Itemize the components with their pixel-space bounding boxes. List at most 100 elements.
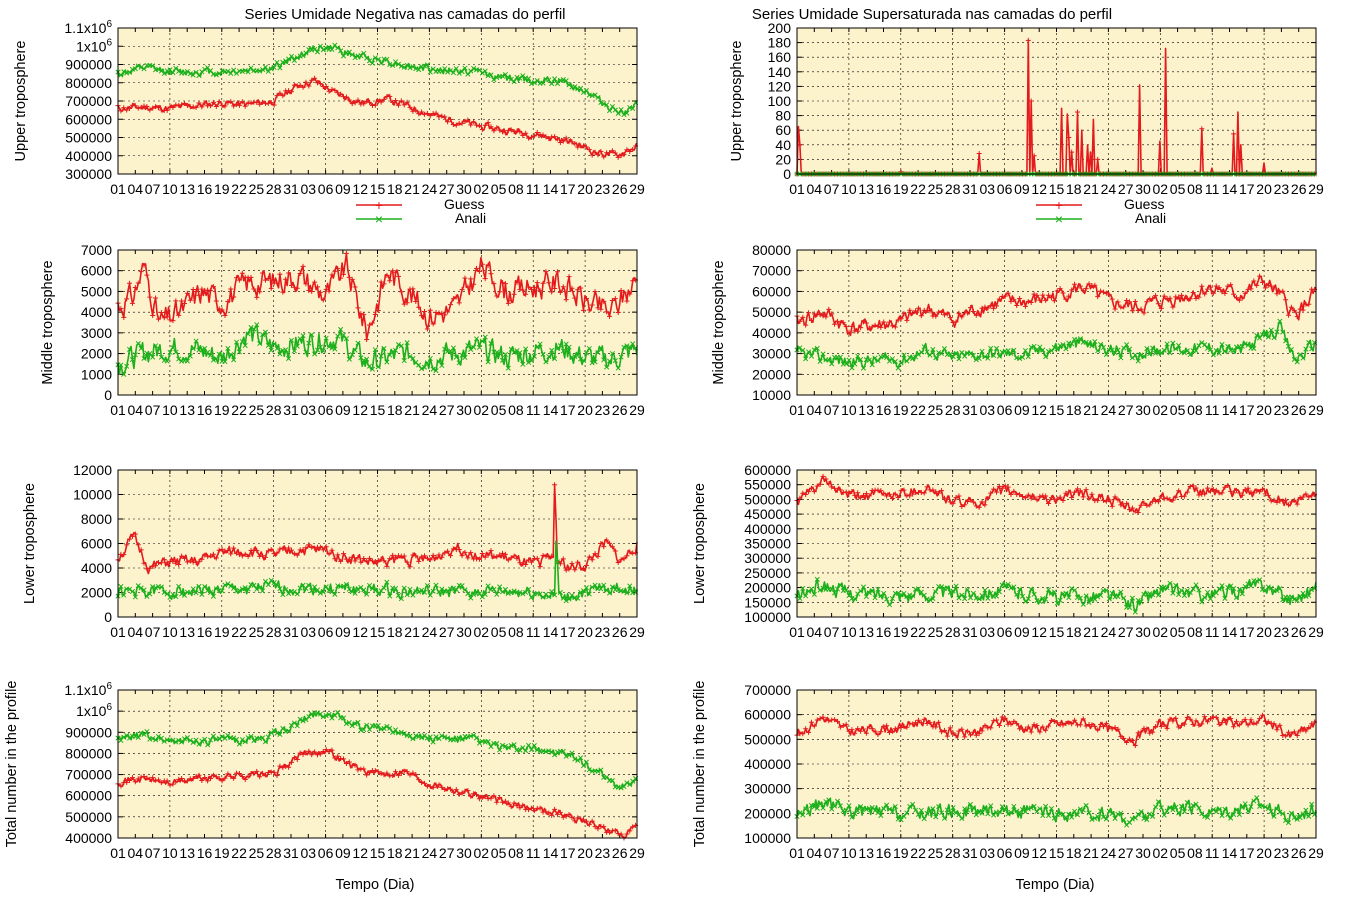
x-tick-label: 23: [595, 402, 611, 418]
data-point: [138, 64, 144, 70]
data-point: [970, 308, 976, 314]
data-point: [138, 730, 144, 736]
data-point: [320, 748, 326, 754]
data-point: [384, 563, 390, 569]
data-point: [1257, 716, 1263, 722]
x-tick-label: 11: [1205, 181, 1220, 197]
data-point: [1129, 505, 1135, 511]
x-tick-label: 03: [980, 845, 996, 861]
data-point: [947, 499, 953, 505]
data-point: [1063, 490, 1069, 496]
data-point: [1118, 355, 1124, 361]
data-point: [1242, 716, 1248, 722]
data-point: [912, 807, 919, 813]
data-point: [1190, 289, 1196, 295]
data-point: [419, 587, 425, 593]
data-point: [294, 83, 300, 89]
data-point: [1080, 494, 1086, 500]
x-tick-label: 12: [1031, 402, 1047, 418]
data-point: [271, 551, 277, 557]
data-point: [615, 560, 621, 566]
data-point: [1283, 733, 1289, 739]
x-tick-label: 29: [629, 402, 645, 418]
data-point: [982, 304, 988, 310]
data-point: [546, 77, 552, 83]
data-point: [1031, 291, 1037, 297]
data-point: [502, 586, 508, 592]
y-tick-label: 900000: [65, 724, 112, 740]
data-point: [855, 328, 861, 334]
data-point: [918, 720, 924, 726]
data-point: [572, 84, 578, 90]
y-tick-label: 6000: [81, 536, 112, 552]
data-point: [124, 779, 130, 785]
data-point: [439, 362, 445, 369]
data-point: [488, 548, 494, 554]
data-point: [858, 588, 864, 594]
data-point: [476, 796, 482, 802]
data-point: [852, 361, 858, 367]
data-point: [367, 322, 373, 328]
data-point: [1144, 502, 1150, 508]
data-point: [187, 297, 193, 303]
data-point: [869, 726, 875, 732]
data-point: [1164, 495, 1170, 501]
data-point: [326, 551, 332, 557]
data-point: [176, 356, 182, 362]
plot-frame: [117, 689, 638, 839]
data-point: [832, 717, 838, 723]
data-point: [578, 85, 584, 91]
data-point: [996, 589, 1002, 595]
data-point: [849, 488, 855, 494]
data-point: [1161, 293, 1167, 299]
data-point: [355, 340, 361, 346]
data-point: [855, 726, 861, 732]
data-point: [1098, 288, 1104, 294]
data-point: [372, 558, 378, 564]
data-point: [121, 734, 127, 740]
data-point: [630, 341, 636, 347]
data-point: [338, 275, 344, 281]
data-point: [852, 492, 858, 498]
data-point: [124, 296, 130, 302]
data-point: [190, 286, 196, 292]
data-point: [508, 804, 514, 810]
data-point: [340, 715, 347, 721]
data-point: [898, 488, 904, 494]
data-point: [398, 98, 404, 104]
data-point: [1153, 498, 1159, 504]
data-point: [1109, 726, 1115, 732]
data-point: [277, 763, 283, 769]
data-point: [832, 321, 838, 327]
data-point: [320, 589, 326, 595]
data-point: [141, 355, 147, 361]
data-point: [612, 150, 618, 156]
data-point: [1219, 812, 1225, 819]
data-point: [953, 810, 959, 816]
data-point: [361, 727, 367, 733]
data-point: [222, 775, 228, 781]
data-point: [309, 332, 315, 338]
x-tick-label: 15: [370, 402, 386, 418]
data-point: [338, 91, 344, 97]
data-point: [338, 558, 344, 564]
data-point: [1187, 484, 1193, 490]
data-point: [280, 765, 286, 771]
data-point: [384, 56, 390, 62]
data-point: [1225, 283, 1231, 289]
data-point: [274, 582, 280, 588]
data-point: [404, 559, 410, 565]
data-point: [595, 826, 601, 832]
data-point: [1190, 586, 1196, 592]
data-point: [528, 81, 535, 87]
data-point: [1260, 279, 1266, 285]
x-tick-label: 30: [456, 181, 472, 197]
data-point: [956, 310, 962, 316]
data-point: [1103, 351, 1109, 358]
data-point: [965, 807, 971, 813]
x-tick-label: 18: [387, 845, 403, 861]
data-point: [832, 803, 838, 809]
data-point: [419, 366, 425, 372]
data-point: [505, 365, 511, 371]
y-tick-label: 1x106: [76, 37, 112, 54]
